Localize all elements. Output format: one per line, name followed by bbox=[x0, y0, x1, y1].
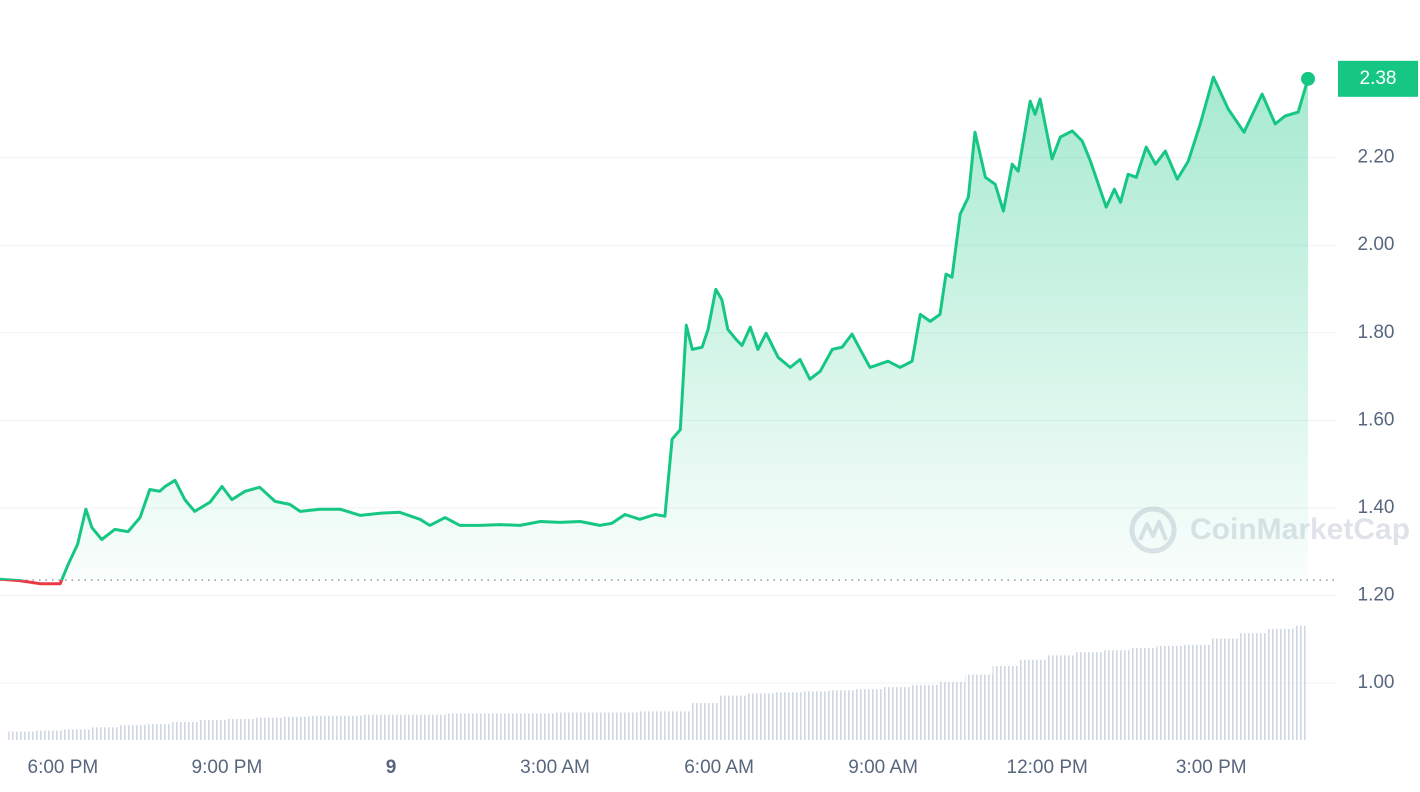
volume-bar bbox=[1238, 633, 1266, 740]
volume-bar bbox=[910, 685, 938, 740]
volume-bar bbox=[992, 666, 1020, 740]
price-label-box bbox=[1338, 60, 1418, 97]
volume-bar bbox=[144, 724, 173, 740]
x-tick-label: 3:00 AM bbox=[520, 757, 590, 778]
volume-bar bbox=[363, 714, 391, 740]
volume-bar bbox=[801, 691, 829, 740]
y-tick-label: 1.40 bbox=[1358, 497, 1395, 518]
y-tick-label: 1.80 bbox=[1358, 322, 1395, 343]
y-tick-label: 1.20 bbox=[1358, 585, 1395, 606]
volume-bar bbox=[1129, 648, 1157, 740]
price-area bbox=[0, 77, 1308, 581]
volume-bar bbox=[1074, 652, 1102, 740]
x-tick-label: 6:00 PM bbox=[28, 757, 99, 778]
volume-bar bbox=[1183, 644, 1212, 740]
volume-bar bbox=[117, 725, 145, 740]
volume-bar bbox=[691, 703, 720, 740]
volume-bar bbox=[1211, 638, 1239, 740]
volume-bar bbox=[555, 712, 583, 740]
volume-bar bbox=[500, 713, 528, 740]
price-label: 2.38 bbox=[1360, 68, 1397, 89]
x-tick-label: 12:00 PM bbox=[1007, 757, 1088, 778]
x-tick-label: 6:00 AM bbox=[684, 757, 754, 778]
x-tick-label: 9:00 AM bbox=[848, 757, 918, 778]
volume-bar bbox=[637, 711, 665, 740]
y-tick-label: 1.00 bbox=[1358, 672, 1395, 693]
volume-bar bbox=[746, 693, 774, 740]
volume-bar bbox=[418, 714, 446, 740]
x-tick-label: 9 bbox=[386, 757, 397, 778]
volume-bar bbox=[773, 692, 802, 740]
volume-bar bbox=[172, 722, 200, 740]
y-tick-label: 1.60 bbox=[1358, 409, 1395, 430]
y-tick-label: 2.20 bbox=[1358, 147, 1395, 168]
volume-bar bbox=[1156, 645, 1184, 740]
x-tick-label: 9:00 PM bbox=[192, 757, 263, 778]
volume-bar bbox=[199, 719, 227, 740]
volume-bar bbox=[1265, 629, 1294, 740]
volume-bar bbox=[719, 695, 747, 740]
volume-bar bbox=[1101, 650, 1130, 740]
volume-bar bbox=[281, 716, 309, 740]
last-point bbox=[1301, 71, 1316, 86]
volume-bar bbox=[828, 690, 856, 740]
volume-bar bbox=[855, 689, 884, 740]
price-line bbox=[0, 75, 1310, 581]
volume-bar bbox=[527, 713, 556, 740]
volume-bar bbox=[336, 715, 364, 740]
x-tick-label: 3:00 PM bbox=[1176, 757, 1247, 778]
volume-bar bbox=[473, 713, 501, 740]
volume-bar bbox=[226, 718, 255, 740]
volume-bar bbox=[254, 717, 282, 740]
volume-bar bbox=[1293, 625, 1309, 740]
y-tick-label: 2.00 bbox=[1358, 234, 1395, 255]
volume-bar bbox=[90, 727, 118, 740]
volume-bar bbox=[965, 674, 993, 740]
volume-bar bbox=[8, 731, 36, 740]
volume-bar bbox=[35, 730, 63, 740]
volume-bar bbox=[445, 713, 474, 740]
volume-bar bbox=[582, 712, 610, 740]
volume-bar bbox=[1047, 655, 1075, 740]
volume-bar bbox=[62, 729, 91, 740]
volume-bar bbox=[609, 712, 638, 740]
volume-bar bbox=[308, 715, 337, 740]
volume-bar bbox=[1019, 659, 1048, 740]
volume-bar bbox=[937, 681, 966, 740]
volume-bar bbox=[883, 687, 911, 740]
volume-bar bbox=[390, 714, 419, 740]
volume-bar bbox=[664, 711, 692, 740]
